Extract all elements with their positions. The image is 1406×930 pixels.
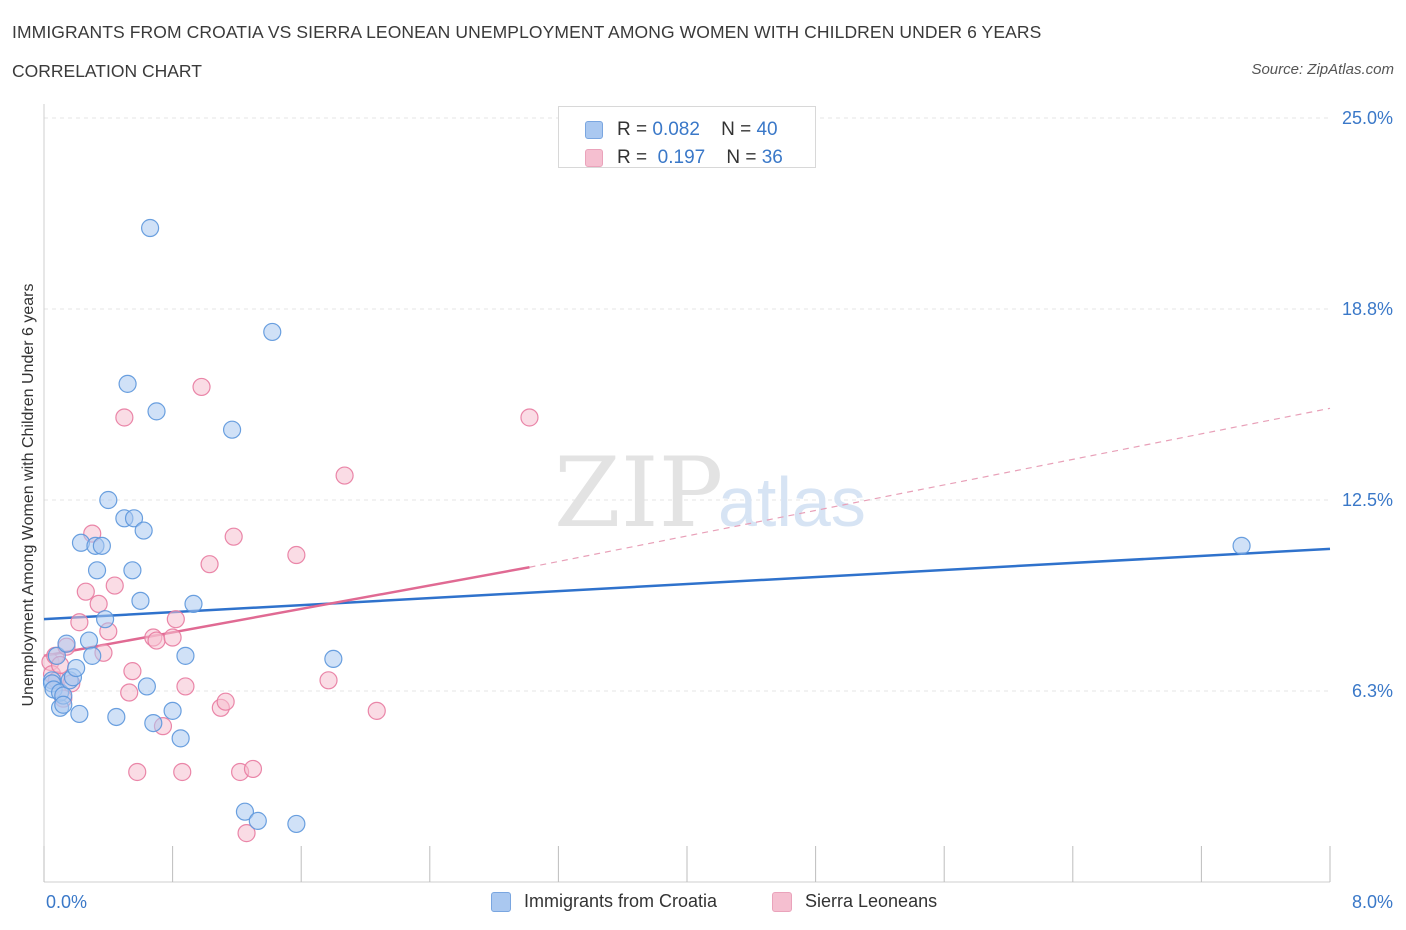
data-point-sierra-leone	[128, 762, 147, 782]
data-point-croatia	[95, 610, 115, 629]
data-point-sierra-leone	[70, 613, 89, 632]
data-point-sierra-leone	[173, 762, 192, 782]
x-tick-label: 0.0%	[46, 892, 87, 912]
data-points	[41, 218, 1251, 843]
data-point-sierra-leone	[76, 582, 95, 601]
chart-title: IMMIGRANTS FROM CROATIA VS SIERRA LEONEA…	[12, 22, 1042, 42]
data-point-croatia	[99, 490, 118, 510]
data-point-sierra-leone	[163, 628, 182, 647]
r-value: 0.082	[652, 119, 700, 140]
n-label: N =	[726, 147, 757, 168]
data-point-croatia	[1232, 536, 1251, 555]
legend-swatch-sierra-leone	[772, 892, 792, 912]
legend-label-sierra-leone: Sierra Leoneans	[805, 891, 938, 911]
data-point-croatia	[184, 594, 203, 614]
r-value: 0.197	[657, 147, 706, 168]
n-label: N =	[721, 119, 752, 140]
y-tick-label: 6.3%	[1352, 681, 1393, 701]
r-label: R =	[617, 147, 648, 168]
data-point-croatia	[248, 811, 267, 830]
legend-swatch-sierra-leone	[585, 149, 603, 167]
legend-label-croatia: Immigrants from Croatia	[524, 891, 718, 911]
data-point-croatia	[87, 561, 107, 580]
data-point-croatia	[123, 561, 142, 580]
grid-lines	[44, 117, 1330, 692]
legend-stats: R = 0.082 N = 40 R = 0.197 N = 36	[558, 106, 816, 168]
data-point-sierra-leone	[520, 408, 539, 427]
legend-swatch-croatia	[585, 121, 603, 139]
trend-line-sierra-leone	[43, 566, 530, 658]
data-point-croatia	[163, 701, 182, 720]
data-point-sierra-leone	[192, 377, 211, 397]
data-point-sierra-leone	[176, 677, 195, 696]
data-point-croatia	[134, 521, 153, 540]
axes	[43, 104, 1331, 883]
watermark: ZIP atlas	[554, 437, 866, 549]
data-point-sierra-leone	[216, 692, 235, 711]
data-point-sierra-leone	[335, 466, 354, 485]
data-point-croatia	[144, 713, 163, 733]
data-point-croatia	[222, 420, 242, 439]
data-point-croatia	[57, 634, 76, 653]
data-point-croatia	[83, 646, 102, 665]
data-point-sierra-leone	[243, 759, 263, 779]
tick-labels: 6.3% 12.5% 18.8% 25.0% 0.0% 8.0%	[46, 108, 1393, 912]
data-point-croatia	[92, 536, 111, 555]
data-point-sierra-leone	[120, 683, 139, 702]
data-point-sierra-leone	[123, 662, 142, 681]
data-point-croatia	[107, 707, 126, 727]
n-value: 40	[756, 119, 778, 140]
data-point-croatia	[235, 802, 255, 821]
data-point-croatia	[140, 218, 160, 238]
legend-swatch-croatia	[491, 892, 511, 912]
r-label: R =	[617, 119, 648, 140]
data-point-croatia	[287, 814, 306, 834]
watermark-atlas: atlas	[718, 463, 866, 541]
trend-line-croatia	[43, 547, 1331, 621]
x-tick-label: 8.0%	[1352, 892, 1393, 912]
data-point-sierra-leone	[105, 576, 124, 595]
data-point-croatia	[147, 402, 166, 421]
data-point-croatia	[324, 649, 343, 669]
y-axis-label: Unemployment Among Women with Children U…	[20, 283, 37, 707]
data-point-croatia	[70, 704, 89, 724]
chart-subtitle: CORRELATION CHART	[12, 61, 202, 81]
data-point-croatia	[131, 591, 150, 610]
data-point-sierra-leone	[237, 824, 256, 843]
data-point-croatia	[171, 729, 190, 748]
data-point-sierra-leone	[115, 408, 134, 427]
data-point-sierra-leone	[147, 631, 166, 650]
data-point-croatia	[176, 646, 195, 665]
data-point-croatia	[54, 695, 73, 714]
data-point-croatia	[79, 631, 99, 650]
data-point-croatia	[137, 677, 156, 696]
data-point-croatia	[124, 509, 144, 528]
data-point-sierra-leone	[166, 610, 185, 629]
y-tick-label: 18.8%	[1342, 299, 1393, 319]
data-point-croatia	[263, 322, 282, 342]
trend-lines	[43, 407, 1331, 658]
data-point-sierra-leone	[367, 701, 386, 720]
data-point-croatia	[118, 374, 137, 393]
y-tick-label: 12.5%	[1342, 490, 1393, 510]
legend-series: Immigrants from Croatia Sierra Leoneans	[0, 890, 1406, 914]
data-point-croatia	[67, 658, 86, 678]
data-point-sierra-leone	[319, 671, 338, 690]
data-point-croatia	[47, 646, 66, 665]
n-value: 36	[761, 147, 783, 168]
data-point-sierra-leone	[287, 545, 306, 565]
trend-line-sierra-leone-extension	[529, 407, 1331, 568]
y-tick-label: 25.0%	[1342, 108, 1393, 128]
data-point-sierra-leone	[200, 555, 219, 574]
source-label: Source: ZipAtlas.com	[1251, 61, 1394, 78]
watermark-zip: ZIP	[554, 437, 723, 549]
data-point-sierra-leone	[89, 594, 108, 614]
data-point-sierra-leone	[224, 527, 243, 546]
